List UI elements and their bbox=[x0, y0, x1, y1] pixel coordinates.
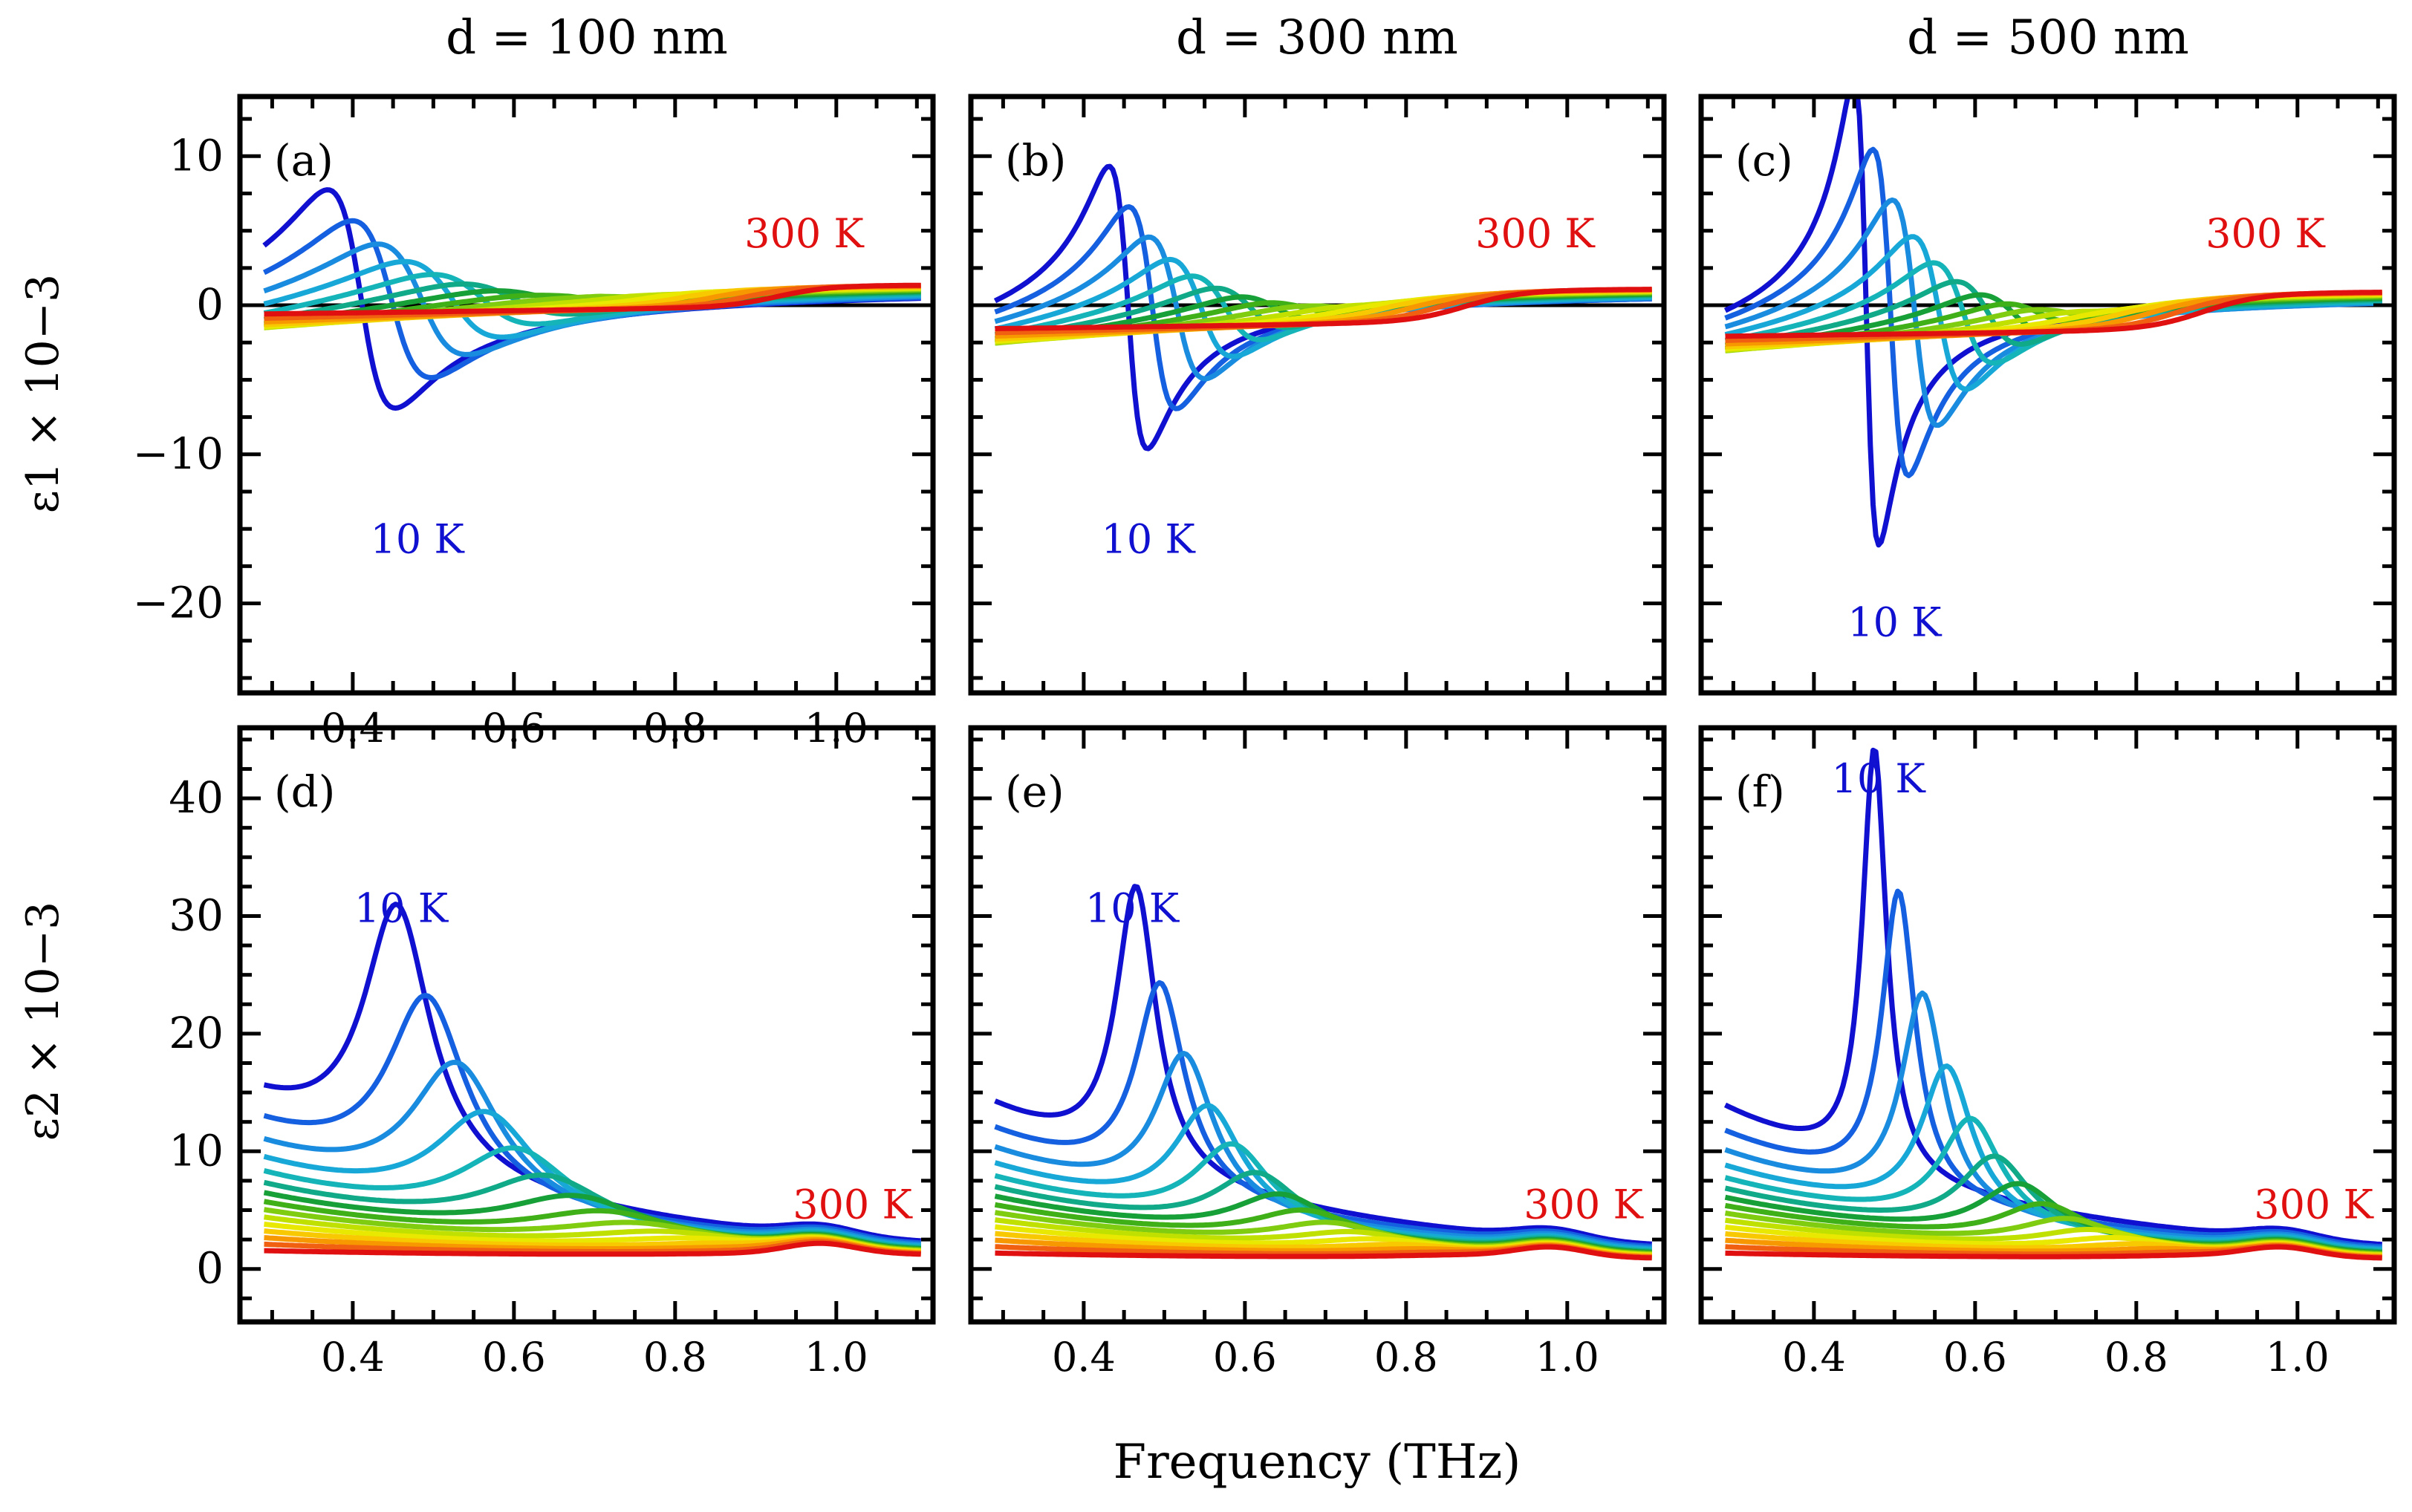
row-ylabel-top: ε1 × 10−3 bbox=[17, 274, 69, 513]
x-tick-label: 1.0 bbox=[1535, 1334, 1599, 1381]
curves bbox=[1723, 747, 2382, 1261]
plot-frame bbox=[1698, 725, 2397, 1325]
y-tick-label: −10 bbox=[133, 428, 224, 479]
series-line-15 bbox=[1725, 1244, 2382, 1261]
x-tick-label: 0.8 bbox=[2104, 1334, 2168, 1381]
curves bbox=[993, 163, 1652, 452]
panel-d: 0.4 0.6 0.8 1.0 0 10 20 30 40 (d) 10 K 300 K bbox=[169, 725, 936, 1381]
ticks bbox=[1701, 728, 2394, 1322]
curves bbox=[263, 902, 921, 1257]
series-line-15 bbox=[1725, 290, 2382, 339]
curves bbox=[994, 884, 1652, 1261]
series-line-1 bbox=[994, 884, 1652, 1247]
ticks bbox=[1701, 97, 2394, 693]
x-tick-label: 0.6 bbox=[482, 1334, 546, 1381]
column-title-1: d = 100 nm bbox=[446, 10, 728, 65]
ticks bbox=[240, 97, 933, 693]
plot-frame bbox=[1698, 94, 2397, 696]
ticks bbox=[240, 728, 933, 1322]
x-tick-label: 0.8 bbox=[1374, 1334, 1438, 1381]
y-tick-label: 10 bbox=[169, 130, 224, 180]
x-tick-label: 0.6 bbox=[1943, 1334, 2007, 1381]
x-tick-label: 0.6 bbox=[1213, 1334, 1277, 1381]
annotation-label: 10 K bbox=[1085, 884, 1180, 931]
plot-frame bbox=[968, 94, 1667, 696]
y-tick-label: 0 bbox=[196, 279, 224, 330]
x-tick-label: 0.4 bbox=[1782, 1334, 1846, 1381]
x-tick-label: 0.8 bbox=[643, 1334, 707, 1381]
column-titles: d = 100 nm d = 300 nm d = 500 nm bbox=[446, 10, 2189, 65]
annotation-label: 300 K bbox=[1475, 210, 1596, 257]
annotation-label: 10 K bbox=[371, 515, 466, 562]
panel-e: 0.4 0.6 0.8 1.0 (e) 10 K 300 K bbox=[968, 725, 1667, 1381]
y-tick-label: 0 bbox=[196, 1243, 224, 1294]
annotation-label: 10 K bbox=[1847, 599, 1943, 646]
annotation-label: 300 K bbox=[1524, 1182, 1644, 1228]
series-line-15 bbox=[264, 282, 921, 317]
annotation-label: 10 K bbox=[354, 884, 449, 931]
panel-label: (c) bbox=[1735, 135, 1793, 186]
ticks bbox=[971, 97, 1664, 693]
plot-frame bbox=[237, 94, 936, 696]
y-tick-label: 10 bbox=[169, 1125, 224, 1176]
panel-b: (b) 10 K 300 K bbox=[968, 94, 1667, 696]
y-tick-label: 30 bbox=[169, 890, 224, 940]
x-tick-label: 1.0 bbox=[804, 1334, 868, 1381]
ticks bbox=[971, 728, 1664, 1322]
y-tick-label: 40 bbox=[169, 772, 224, 823]
column-title-3: d = 500 nm bbox=[1907, 10, 2189, 65]
x-tick-label: 0.4 bbox=[1052, 1334, 1116, 1381]
x-tick-label: 1.0 bbox=[2266, 1334, 2330, 1381]
annotation-label: 10 K bbox=[1102, 515, 1197, 562]
annotation-label: 300 K bbox=[2254, 1182, 2374, 1228]
plot-frame bbox=[237, 725, 936, 1325]
panel-label: (e) bbox=[1005, 766, 1064, 817]
series-line-15 bbox=[995, 287, 1652, 331]
y-tick-label: −20 bbox=[133, 578, 224, 628]
series-line-15 bbox=[264, 1240, 921, 1257]
panel-c: (c) 10 K 300 K bbox=[1698, 94, 2397, 696]
annotation-label: 300 K bbox=[744, 210, 865, 257]
panel-label: (f) bbox=[1735, 766, 1785, 817]
annotation-label: 10 K bbox=[1832, 755, 1927, 802]
curves bbox=[262, 187, 921, 411]
plot-frame bbox=[968, 725, 1667, 1325]
curves bbox=[1723, 97, 2382, 548]
row-ylabel-bottom: ε2 × 10−3 bbox=[17, 902, 69, 1141]
x-axis-label: Frequency (THz) bbox=[1114, 1435, 1521, 1490]
panel-label: (b) bbox=[1005, 135, 1066, 186]
annotation-label: 300 K bbox=[2205, 210, 2326, 257]
series-line-15 bbox=[995, 1244, 1652, 1261]
panel-f: 0.4 0.6 0.8 1.0 (f) 10 K 300 K bbox=[1698, 725, 2397, 1381]
x-tick-label: 0.4 bbox=[321, 1334, 385, 1381]
panel-label: (d) bbox=[274, 766, 335, 817]
y-tick-label: 20 bbox=[169, 1008, 224, 1058]
column-title-2: d = 300 nm bbox=[1176, 10, 1458, 65]
annotation-label: 300 K bbox=[793, 1182, 913, 1228]
panel-label: (a) bbox=[274, 135, 334, 186]
